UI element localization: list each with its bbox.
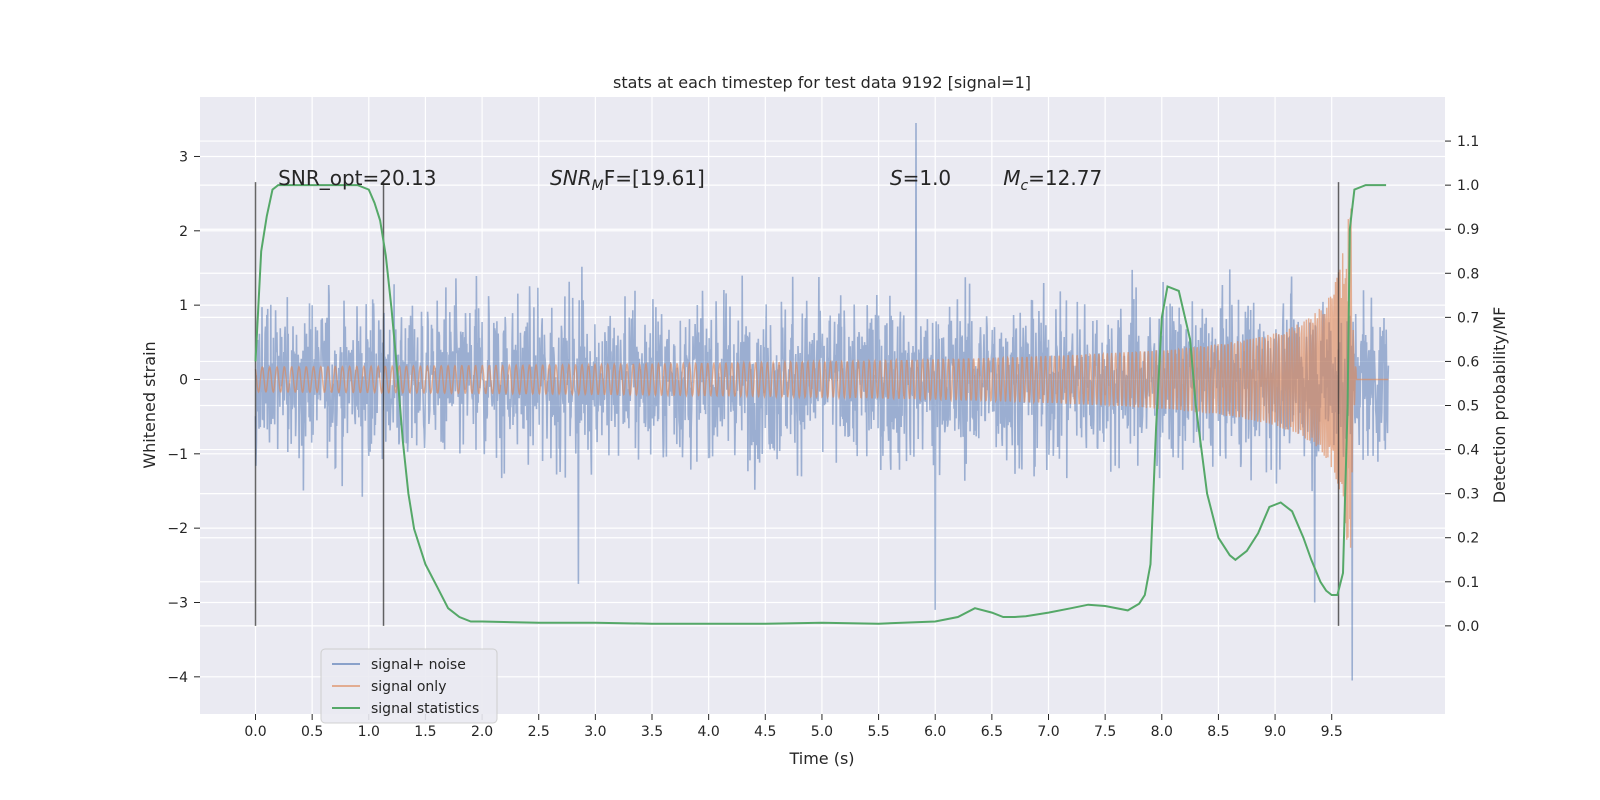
x-tick-label: 6.5: [981, 724, 1003, 740]
legend-label-signal-statistics: signal statistics: [371, 701, 479, 717]
y-tick-label: −2: [167, 521, 188, 537]
legend-label-signal-only: signal only: [371, 679, 446, 695]
x-tick-label: 3.0: [584, 724, 606, 740]
y2-tick-label: 0.9: [1457, 222, 1479, 238]
y2-tick-label: 0.7: [1457, 310, 1479, 326]
y2-tick-label: 0.4: [1457, 443, 1479, 459]
x-tick-label: 0.5: [301, 724, 323, 740]
x-tick-label: 9.5: [1321, 724, 1343, 740]
x-tick-label: 5.5: [867, 724, 889, 740]
x-tick-label: 2.5: [528, 724, 550, 740]
annotation: SNRMF=[19.61]: [550, 166, 705, 194]
x-tick-label: 2.0: [471, 724, 493, 740]
y2-tick-label: 0.3: [1457, 487, 1479, 503]
legend-label-signal-noise: signal+ noise: [371, 657, 466, 673]
x-tick-label: 1.5: [414, 724, 436, 740]
x-axis-label: Time (s): [788, 749, 854, 768]
series-signal-only: [254, 208, 1389, 548]
x-tick-label: 3.5: [641, 724, 663, 740]
x-tick-label: 0.0: [244, 724, 266, 740]
annotations: SNR_opt=20.13 SNRMF=[19.61] S=1.0 Mc=12.77: [278, 166, 1102, 194]
y-tick-label: −1: [167, 447, 188, 463]
y-tick-label: −3: [167, 595, 188, 611]
legend-box: [320, 648, 498, 724]
x-tick-label: 6.0: [924, 724, 946, 740]
y-tick-label: 0: [179, 372, 188, 388]
legend: signal+ noise signal only signal statist…: [320, 648, 498, 724]
y2-tick-label: 0.6: [1457, 354, 1479, 370]
vertical-markers: [254, 182, 1340, 626]
x-tick-label: 1.0: [358, 724, 380, 740]
chart-title: stats at each timestep for test data 919…: [613, 73, 1031, 92]
annotation: S=1.0: [890, 166, 951, 190]
x-tick-label: 7.5: [1094, 724, 1116, 740]
annotation: Mc=12.77: [1003, 166, 1102, 194]
annotation: SNR_opt=20.13: [278, 166, 436, 190]
ticks: 0.0 0.5 1.0 1.5 2.0 2.5 3.0 3.5 4.0 4.5 5.0 5.5 6.0 6…: [167, 134, 1479, 740]
y2-tick-label: 1.0: [1457, 178, 1479, 194]
y2-tick-label: 1.1: [1457, 134, 1479, 150]
y-axis-label: Whitened strain: [140, 341, 159, 468]
y2-axis-label: Detection probability/MF: [1490, 307, 1509, 504]
x-tick-label: 9.0: [1264, 724, 1286, 740]
y2-tick-label: 0.5: [1457, 399, 1479, 415]
x-tick-label: 5.0: [811, 724, 833, 740]
x-tick-label: 4.5: [754, 724, 776, 740]
y-tick-label: 2: [179, 224, 188, 240]
y2-tick-label: 0.0: [1457, 619, 1479, 635]
x-tick-label: 4.0: [698, 724, 720, 740]
x-tick-label: 8.5: [1207, 724, 1229, 740]
y2-tick-label: 0.1: [1457, 575, 1479, 591]
x-tick-label: 8.0: [1151, 724, 1173, 740]
signal-statistics-layer: [254, 184, 1387, 625]
y-tick-label: −4: [167, 670, 188, 686]
series-signal-statistics: [254, 184, 1387, 625]
y2-tick-label: 0.2: [1457, 531, 1479, 547]
y-tick-label: 1: [179, 298, 188, 314]
y2-tick-label: 0.8: [1457, 266, 1479, 282]
x-tick-label: 7.0: [1037, 724, 1059, 740]
data-layer: [254, 122, 1390, 681]
y-tick-label: 3: [179, 149, 188, 165]
